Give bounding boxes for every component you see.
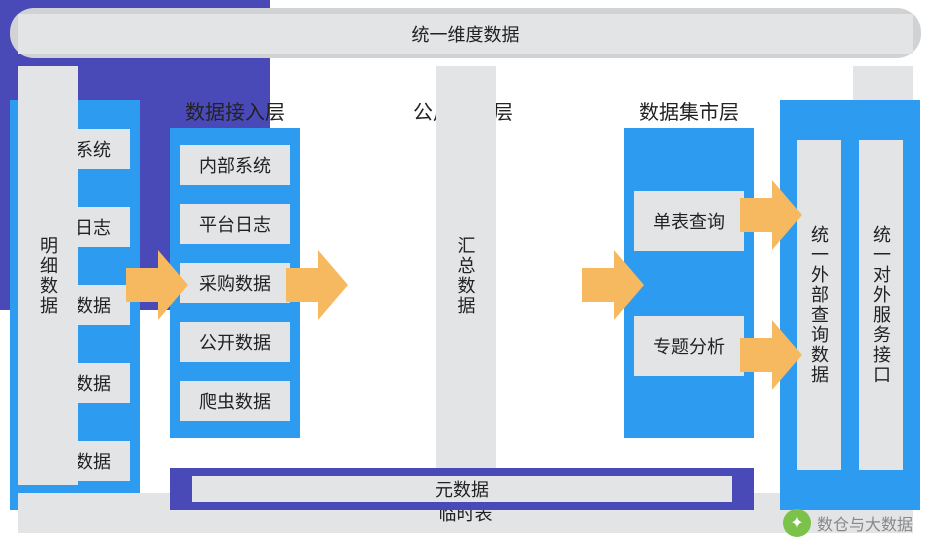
mart-item: 单表查询 <box>634 191 744 251</box>
metadata-bar: 元数据 <box>170 468 754 510</box>
watermark-text: 数仓与大数据 <box>817 511 913 535</box>
arrow-icon <box>126 250 188 320</box>
arrow-icon <box>740 180 802 250</box>
public-mid-item: 明细数据 <box>18 66 78 485</box>
mart-item: 专题分析 <box>634 316 744 376</box>
public-top: 统一维度数据 <box>18 14 913 54</box>
metadata-label: 元数据 <box>192 476 732 502</box>
arrow-icon <box>582 250 644 320</box>
service-item: 统一外部查询数据 <box>797 140 841 470</box>
arrow-icon <box>740 320 802 390</box>
public-mid-item: 汇总数据 <box>436 66 496 485</box>
column-service: 统一外部查询数据 统一对外服务接口 <box>780 100 920 510</box>
service-item: 统一对外服务接口 <box>859 140 903 470</box>
watermark: ✦ 数仓与大数据 <box>783 509 913 537</box>
mart-title: 数据集市层 <box>624 96 754 125</box>
wechat-icon: ✦ <box>783 509 811 537</box>
arrow-icon <box>286 250 348 320</box>
